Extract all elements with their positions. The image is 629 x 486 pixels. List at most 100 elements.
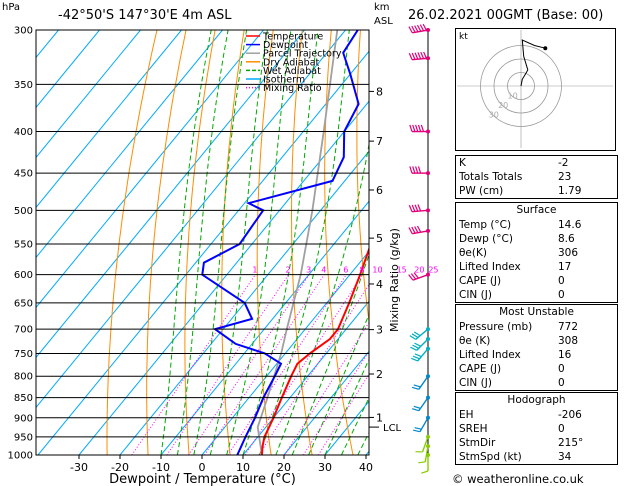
wind-barb-flag xyxy=(414,427,422,430)
wind-barb-flag xyxy=(408,274,414,281)
surface-row: Dewp (°C) 8.6 xyxy=(456,232,617,246)
wind-barb-flag xyxy=(419,24,425,32)
surface-label: Dewp (°C) xyxy=(459,233,513,245)
hodograph-stat-label: StmDir xyxy=(459,437,496,449)
wind-barb-point xyxy=(426,129,430,134)
hodograph-ring-label: 30 xyxy=(489,110,499,119)
wind-barb-staff xyxy=(421,436,429,453)
wind-barb-flag xyxy=(414,342,422,347)
most-unstable-row: Pressure (mb) 772 xyxy=(456,320,617,334)
isotherm-line xyxy=(201,250,369,455)
index-label: K xyxy=(459,157,466,169)
mixing-ratio-label: 10 xyxy=(372,266,382,275)
surface-row: θe(K) 306 xyxy=(456,246,617,260)
pressure-tick-label: 750 xyxy=(14,349,33,360)
wind-barb-flag xyxy=(412,166,416,174)
wind-barb-flag xyxy=(416,24,422,32)
wind-barb-flag xyxy=(416,225,422,233)
wind-barb-flag xyxy=(413,384,421,388)
height-tick-label: 7 xyxy=(376,135,383,148)
asl-unit-label: ASL xyxy=(374,16,393,27)
most-unstable-row: CAPE (J) 0 xyxy=(456,362,617,376)
most-unstable-label: Lifted Index xyxy=(459,349,521,361)
most-unstable-value: 0 xyxy=(558,377,565,389)
height-tick-label: 5 xyxy=(376,232,383,245)
wind-barb-point xyxy=(426,327,430,332)
most-unstable-label: Pressure (mb) xyxy=(459,321,533,333)
lcl-label: LCL xyxy=(383,423,402,434)
hodograph-stat-value: 215° xyxy=(558,437,584,449)
index-row: K -2 xyxy=(456,156,617,170)
dry-adiabat-line xyxy=(146,30,187,455)
dry-adiabat-line xyxy=(106,30,158,455)
mixing-ratio-label: 2 xyxy=(286,266,291,275)
hodograph-stat-row: SREH 0 xyxy=(456,422,617,436)
wind-barb-point xyxy=(426,171,430,176)
wind-barb-flag xyxy=(417,124,422,132)
most-unstable-row: θe (K) 308 xyxy=(456,334,617,348)
isotherm-line xyxy=(160,200,369,455)
km-unit-label: km xyxy=(374,2,390,13)
pressure-tick-label: 900 xyxy=(14,413,33,424)
most-unstable-panel: Most Unstable Pressure (mb) 772 θe (K) 308 L… xyxy=(455,304,618,391)
surface-row: Lifted Index 17 xyxy=(456,260,617,274)
wind-barb-flag xyxy=(423,51,427,59)
mixing-ratio-label: 3 xyxy=(306,266,311,275)
wind-barb-flag xyxy=(422,23,427,31)
surface-label: Temp (°C) xyxy=(459,219,512,231)
wind-barb-flag xyxy=(414,204,419,212)
hodograph-stat-value: -206 xyxy=(558,409,582,421)
wind-barb-flag xyxy=(411,386,419,390)
x-axis-label: Dewpoint / Temperature (°C) xyxy=(109,472,296,486)
most-unstable-title: Most Unstable xyxy=(499,306,574,318)
wind-barb-flag xyxy=(421,470,429,474)
wind-barb-flag xyxy=(413,429,421,433)
mixing-ratio-label: 8 xyxy=(359,266,364,275)
wind-barb-flag xyxy=(415,124,419,132)
wind-barb-flag xyxy=(417,166,422,174)
x-tick-label: 0 xyxy=(199,461,206,474)
height-tick-label: 2 xyxy=(376,368,383,381)
hodograph-stats-title: Hodograph xyxy=(507,394,566,406)
wind-barb-point xyxy=(426,434,430,439)
surface-label: Lifted Index xyxy=(459,261,521,273)
wind-barb-flag xyxy=(412,124,416,132)
height-tick-label: 3 xyxy=(376,324,383,337)
wind-barb-flag xyxy=(411,25,416,33)
hodograph-stat-value: 34 xyxy=(558,451,572,463)
most-unstable-value: 0 xyxy=(558,363,565,375)
hodograph-stat-row: EH -206 xyxy=(456,408,617,422)
wind-barb-point xyxy=(426,346,430,351)
sounding-datetime: 26.02.2021 00GMT (Base: 00) xyxy=(408,8,604,23)
wind-barb-flag xyxy=(418,461,426,464)
mixing-ratio-label: 6 xyxy=(343,266,348,275)
legend-label: Isotherm xyxy=(263,75,305,86)
legend-label: Temperature xyxy=(262,32,323,43)
indices-panel: K -2 Totals Totals 23 PW (cm) 1.79 xyxy=(455,155,618,199)
height-tick-label: 1 xyxy=(376,411,383,424)
wind-barb-flag xyxy=(409,335,417,340)
copyright-text: © weatheronline.co.uk xyxy=(452,472,584,486)
wind-barb-flag xyxy=(414,353,422,358)
surface-panel: Surface Temp (°C) 14.6 Dewp (°C) 8.6 θe(K) 30… xyxy=(455,202,618,303)
most-unstable-row: CIN (J) 0 xyxy=(456,376,617,390)
pressure-tick-label: 850 xyxy=(14,393,33,404)
wet-adiabat-line xyxy=(209,30,268,455)
legend-label: Parcel Trajectory xyxy=(263,49,342,60)
surface-title: Surface xyxy=(516,204,557,216)
pressure-tick-label: 700 xyxy=(14,325,33,336)
pressure-tick-label: 550 xyxy=(14,239,33,250)
height-tick-label: 4 xyxy=(376,278,383,291)
wind-barb-point xyxy=(426,374,430,379)
legend-label: Wet Adiabat xyxy=(263,66,321,77)
pressure-tick-label: 350 xyxy=(14,80,33,91)
most-unstable-row: Lifted Index 16 xyxy=(456,348,617,362)
index-value: -2 xyxy=(558,157,569,169)
wind-barb-point xyxy=(426,415,430,420)
wind-barb-point xyxy=(426,28,430,32)
pressure-tick-label: 600 xyxy=(14,270,33,281)
isotherm-line xyxy=(37,50,369,455)
wind-barb-flag xyxy=(409,166,413,174)
pressure-tick-label: 300 xyxy=(14,26,33,37)
